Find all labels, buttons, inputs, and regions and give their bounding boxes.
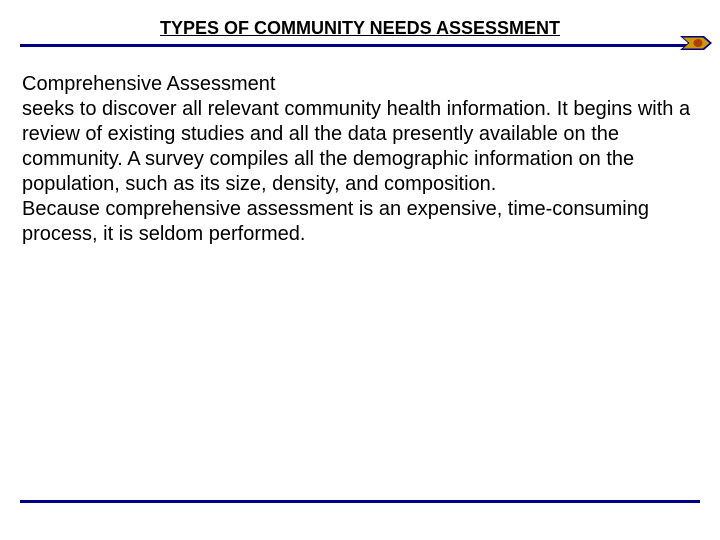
header: TYPES OF COMMUNITY NEEDS ASSESSMENT (0, 18, 720, 39)
bottom-divider (20, 500, 700, 503)
paragraph-1: seeks to discover all relevant community… (22, 97, 710, 197)
arrow-bullet-icon (680, 36, 712, 50)
slide: TYPES OF COMMUNITY NEEDS ASSESSMENT Comp… (0, 0, 720, 540)
paragraph-2: Because comprehensive assessment is an e… (22, 197, 710, 247)
page-title: TYPES OF COMMUNITY NEEDS ASSESSMENT (160, 18, 560, 38)
subheading: Comprehensive Assessment (22, 72, 710, 97)
body-text: Comprehensive Assessment seeks to discov… (22, 72, 710, 247)
top-divider (20, 44, 700, 47)
